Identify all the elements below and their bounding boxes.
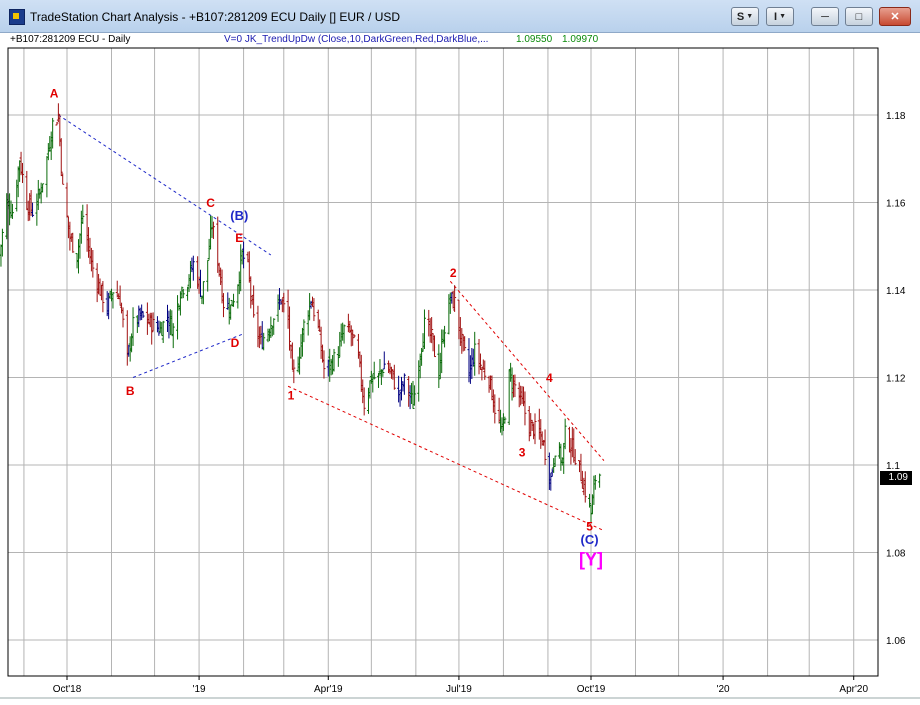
chart-status-line: +B107:281209 ECU - Daily V=0 JK_TrendUpD… — [8, 33, 878, 47]
wave-label[interactable]: D — [231, 336, 240, 350]
plot-frame — [7, 47, 879, 677]
plot-area — [8, 48, 878, 676]
s-menu-button[interactable]: S ▼ — [731, 7, 759, 26]
y-tick-label: 1.18 — [886, 111, 906, 122]
minimize-icon: ─ — [821, 10, 829, 23]
wave-label[interactable]: 4 — [546, 371, 553, 385]
window-titlebar: TradeStation Chart Analysis - +B107:2812… — [0, 0, 920, 33]
indicator-value-1: 1.09550 — [516, 34, 553, 45]
maximize-button[interactable]: □ — [845, 7, 873, 26]
chevron-down-icon: ▼ — [746, 13, 754, 20]
chart-axes: 1.06 1.08 1.1 1.12 1.14 1.16 1.18 Oct'18 '19 Apr'… — [0, 47, 920, 699]
wave-label[interactable]: 5 — [586, 520, 593, 534]
wave-label[interactable]: [Y] — [579, 550, 603, 570]
wave-label[interactable]: (B) — [230, 208, 248, 223]
symbol-label: +B107:281209 ECU - Daily — [10, 34, 131, 45]
chevron-down-icon: ▼ — [779, 13, 786, 20]
wave-label[interactable]: A — [50, 87, 59, 101]
wave-label[interactable]: B — [126, 384, 135, 398]
close-button[interactable]: ✕ — [879, 7, 911, 26]
y-tick-label: 1.06 — [886, 636, 906, 647]
y-tick-label: 1.14 — [886, 286, 906, 297]
y-tick-label: 1.16 — [886, 199, 906, 210]
trendlines[interactable] — [58, 114, 605, 532]
wave-annotations[interactable]: A B C (B) E D 1 2 3 4 5(C) [Y] — [50, 87, 603, 570]
y-tick-label: 1.1 — [886, 461, 900, 472]
minimize-button[interactable]: ─ — [811, 7, 839, 26]
wave-label[interactable]: 1 — [288, 388, 295, 402]
y-tick-label: 1.12 — [886, 374, 906, 385]
trendline[interactable] — [58, 114, 272, 256]
x-tick-label: '19 — [193, 684, 206, 695]
y-tick-label: 1.08 — [886, 549, 906, 560]
x-tick-label: Apr'20 — [839, 684, 868, 695]
trendline[interactable] — [287, 385, 605, 532]
maximize-icon: □ — [855, 10, 863, 23]
wave-label[interactable]: C — [206, 196, 215, 210]
tradestation-app-icon[interactable] — [9, 9, 25, 25]
x-tick-label: '20 — [717, 684, 730, 695]
wave-label[interactable]: 3 — [519, 445, 526, 459]
chart-grid — [8, 48, 878, 676]
x-tick-label: Oct'18 — [53, 684, 82, 695]
close-icon: ✕ — [890, 11, 900, 23]
wave-label[interactable]: (C) — [581, 532, 599, 547]
x-tick-label: Apr'19 — [314, 684, 343, 695]
indicator-label[interactable]: V=0 JK_TrendUpDw (Close,10,DarkGreen,Red… — [224, 34, 489, 45]
wave-label[interactable]: E — [235, 231, 243, 245]
x-tick-label: Oct'19 — [577, 684, 606, 695]
wave-label[interactable]: 2 — [450, 266, 457, 280]
window-title: TradeStation Chart Analysis - +B107:2812… — [30, 10, 401, 24]
x-tick-label: Jul'19 — [446, 684, 472, 695]
i-menu-button[interactable]: I ▼ — [766, 7, 794, 26]
price-series — [0, 103, 602, 523]
last-price-marker: 1.09 — [880, 471, 912, 485]
trendline[interactable] — [132, 333, 244, 378]
indicator-value-2: 1.09970 — [562, 34, 599, 45]
